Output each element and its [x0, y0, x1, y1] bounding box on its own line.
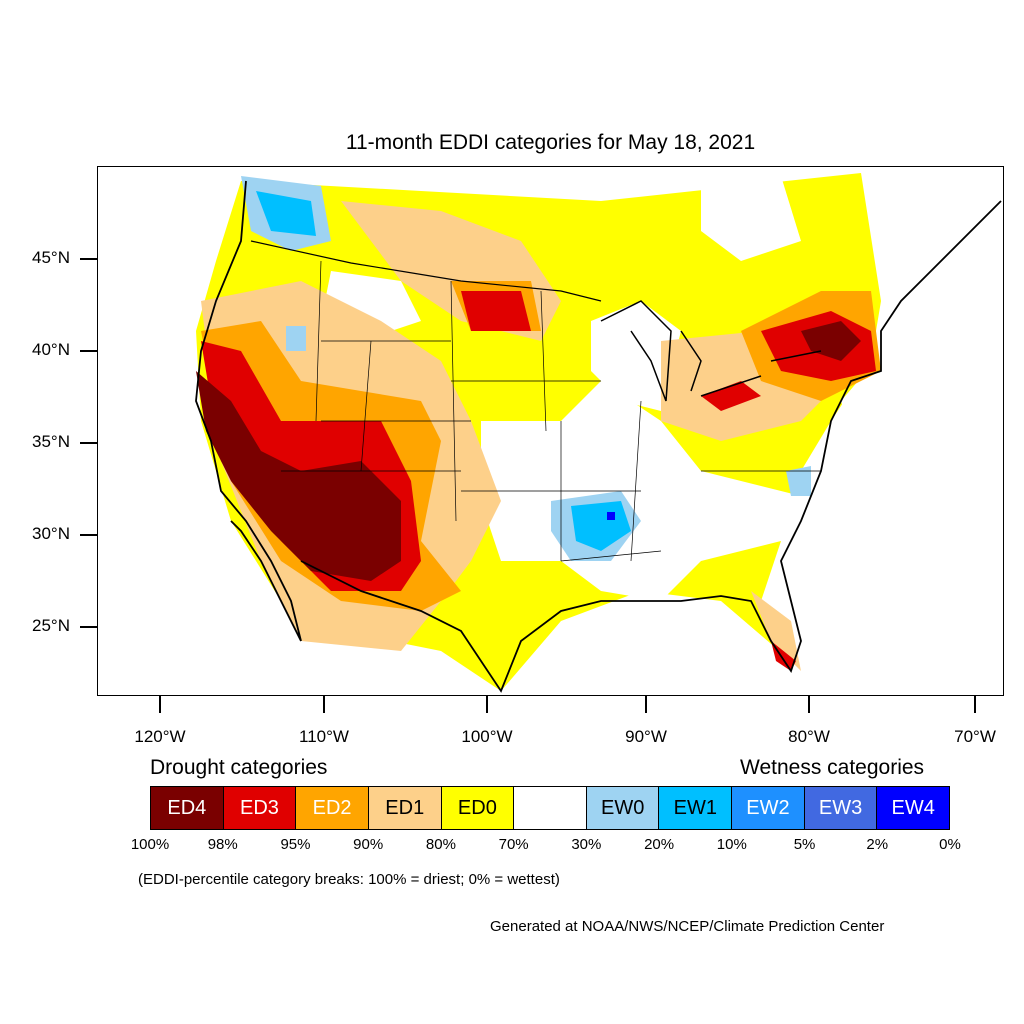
percent-break-label: 0%	[939, 836, 961, 853]
lon-label-70: 70°W	[954, 727, 996, 746]
lon-tick	[974, 696, 976, 713]
region-normal-ne	[701, 176, 801, 261]
legend-cell-ed3: ED3	[223, 787, 297, 829]
legend-cell-ew3: EW3	[804, 787, 878, 829]
category-note: (EDDI-percentile category breaks: 100% =…	[138, 871, 560, 888]
region-ew0-nc	[786, 466, 811, 496]
legend-cell-ed1: ED1	[368, 787, 442, 829]
great-lakes	[600, 300, 822, 402]
percent-break-label: 20%	[644, 836, 675, 853]
percent-break-label: 30%	[571, 836, 602, 853]
region-ed3-nd	[461, 291, 531, 331]
percent-break-label: 95%	[280, 836, 311, 853]
lon-label-110: 110°W	[299, 727, 349, 746]
region-ew1-nw	[256, 191, 316, 236]
drought-categories-heading: Drought categories	[150, 756, 328, 779]
legend-cell-ew2: EW2	[732, 787, 805, 829]
lat-tick	[80, 626, 97, 628]
percent-break-label: 10%	[716, 836, 747, 853]
lon-tick	[323, 696, 325, 713]
lat-tick	[80, 534, 97, 536]
region-ew4-ar	[607, 512, 615, 520]
gulf-coast	[300, 200, 1002, 693]
legend-cell-ew1: EW1	[659, 787, 733, 829]
lon-tick	[645, 696, 647, 713]
percent-break-label: 2%	[866, 836, 889, 853]
lon-label-120: 120°W	[134, 727, 186, 746]
percent-break-label: 100%	[130, 836, 170, 853]
map-title: 11-month EDDI categories for May 18, 202…	[345, 131, 756, 154]
legend-cell-ed2: ED2	[296, 787, 369, 829]
percent-break-label: 98%	[207, 836, 238, 853]
lat-tick	[80, 258, 97, 260]
lat-tick	[80, 442, 97, 444]
region-ed3-fl	[771, 641, 796, 671]
lat-tick	[80, 350, 97, 352]
lon-tick	[486, 696, 488, 713]
legend-cell-ew0: EW0	[586, 787, 660, 829]
eddi-map	[97, 166, 1004, 696]
region-ed4-ne	[801, 321, 861, 361]
region-normal-lakes	[591, 301, 681, 411]
credit-line: Generated at NOAA/NWS/NCEP/Climate Predi…	[490, 918, 885, 935]
region-ew1-ar	[571, 501, 631, 551]
lon-tick	[808, 696, 810, 713]
canada-border	[250, 240, 602, 302]
legend-cell-ed4: ED4	[151, 787, 224, 829]
lat-label-35: 35°N	[32, 432, 70, 451]
wetness-categories-heading: Wetness categories	[740, 756, 925, 779]
lon-label-90: 90°W	[625, 727, 667, 746]
percent-break-label: 90%	[353, 836, 384, 853]
percent-break-label: 80%	[425, 836, 456, 853]
legend-cell-ew4: EW4	[877, 787, 950, 829]
region-ed1-fl	[751, 591, 801, 671]
lon-tick	[159, 696, 161, 713]
coastline	[195, 180, 302, 642]
percent-break-label: 70%	[498, 836, 529, 853]
category-color-bar: ED4 ED3 ED2 ED1 ED0 EW0 EW1 EW2 EW3 EW4	[150, 786, 950, 830]
lat-label-45: 45°N	[32, 248, 70, 267]
region-ed3-oh	[701, 381, 761, 411]
percent-break-label: 5%	[793, 836, 816, 853]
lon-label-80: 80°W	[788, 727, 830, 746]
lat-label-30: 30°N	[32, 524, 70, 543]
lat-label-40: 40°N	[32, 340, 70, 359]
region-ew0-id	[286, 326, 306, 351]
region-normal-se	[841, 331, 931, 461]
lat-label-25: 25°N	[32, 616, 70, 635]
map-canvas	[151, 171, 1003, 695]
lon-label-100: 100°W	[461, 727, 513, 746]
legend-cell-ed0: ED0	[441, 787, 515, 829]
region-ed4-sw	[196, 371, 401, 581]
state-lines	[281, 260, 821, 562]
legend-cell-normal	[514, 787, 587, 829]
